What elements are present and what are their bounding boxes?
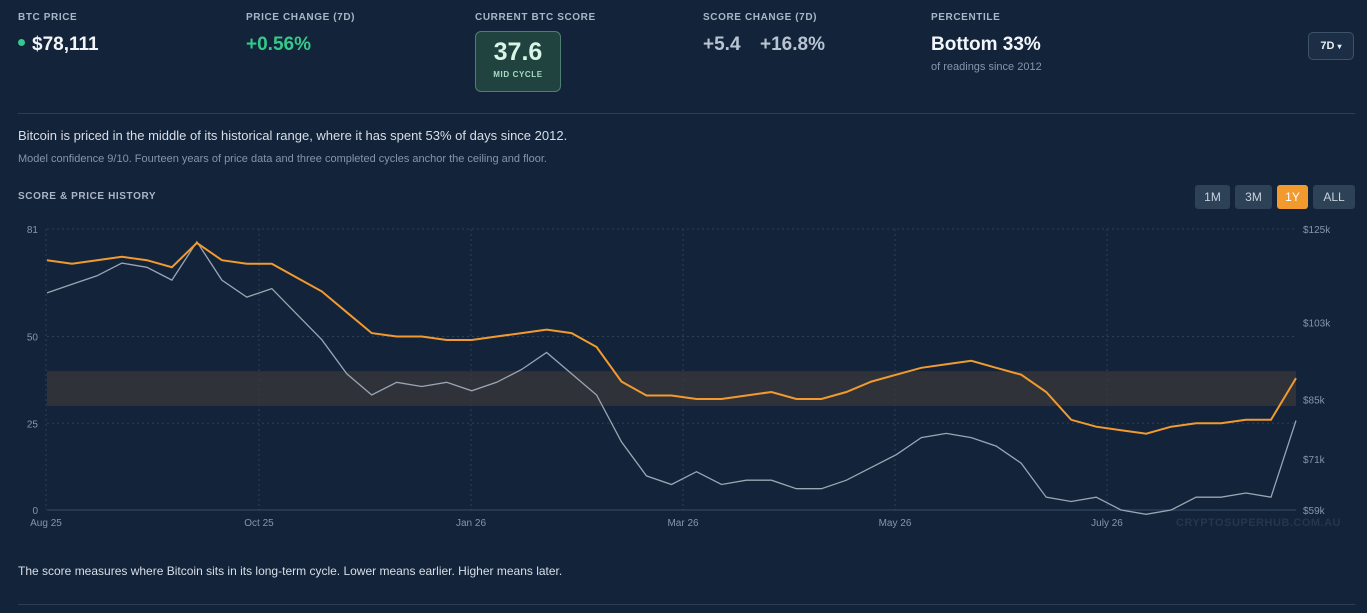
percentile-value: Bottom 33% (931, 34, 1041, 55)
percentile-label: PERCENTILE (931, 12, 1001, 23)
y-left-tick-label: 81 (27, 225, 39, 236)
price-change-label: PRICE CHANGE (7D) (246, 12, 356, 23)
btc-price-text: $78,111 (32, 34, 99, 55)
x-tick-label: Mar 26 (667, 518, 699, 529)
current-score-label: CURRENT BTC SCORE (475, 12, 596, 23)
current-score-card: 37.6 MID CYCLE (475, 31, 561, 92)
chevron-down-icon: ▾ (1337, 42, 1342, 51)
x-tick-label: Jan 26 (456, 518, 486, 529)
y-left-tick-label: 0 (32, 506, 38, 517)
percentile-subtext: of readings since 2012 (931, 61, 1042, 73)
x-tick-label: July 26 (1091, 518, 1123, 529)
timeframe-3m-button[interactable]: 3M (1235, 185, 1272, 209)
timeframe-1y-button[interactable]: 1Y (1277, 185, 1308, 209)
score-footnote: The score measures where Bitcoin sits in… (18, 564, 563, 578)
price-change-value: +0.56% (246, 34, 311, 55)
y-right-tick-label: $59k (1303, 506, 1326, 517)
score-line (46, 241, 1297, 435)
cycle-phase-badge: MID CYCLE (493, 70, 543, 79)
watermark: CRYPTOSUPERHUB.COM.AU (1176, 517, 1341, 529)
score-change-pct: +16.8% (760, 34, 825, 55)
x-tick-label: Aug 25 (30, 518, 62, 529)
y-left-tick-label: 50 (27, 333, 39, 344)
x-tick-label: Oct 25 (244, 518, 274, 529)
chart-grid (45, 228, 1296, 511)
period-dropdown[interactable]: 7D ▾ (1308, 32, 1354, 60)
period-dropdown-label: 7D (1320, 40, 1335, 52)
current-score-value: 37.6 (493, 38, 543, 66)
y-right-tick-label: $85k (1303, 395, 1326, 406)
price-line (46, 240, 1297, 515)
y-left-tick-label: 25 (27, 419, 39, 430)
score-change-label: SCORE CHANGE (7D) (703, 12, 818, 23)
timeframe-all-button[interactable]: ALL (1313, 185, 1355, 209)
btc-price-value: $78,111 (18, 34, 99, 56)
footer-divider (18, 604, 1355, 605)
mid-cycle-band (47, 371, 1296, 406)
chart-section-title: SCORE & PRICE HISTORY (18, 191, 157, 202)
y-right-tick-label: $71k (1303, 455, 1326, 466)
x-tick-label: May 26 (879, 518, 912, 529)
y-right-tick-label: $103k (1303, 319, 1331, 330)
timeframe-1m-button[interactable]: 1M (1195, 185, 1230, 209)
confidence-note: Model confidence 9/10. Fourteen years of… (18, 153, 547, 165)
y-right-tick-label: $125k (1303, 225, 1331, 236)
btc-price-label: BTC PRICE (18, 12, 78, 23)
score-price-chart: 0 25 50 81 $59k $71k $85k $103k $125k Aug 25 Oct 2… (27, 225, 1341, 529)
live-status-icon (18, 39, 25, 47)
score-change-abs: +5.4 (703, 34, 741, 55)
range-description: Bitcoin is priced in the middle of its h… (18, 128, 568, 143)
header-divider (18, 113, 1355, 114)
